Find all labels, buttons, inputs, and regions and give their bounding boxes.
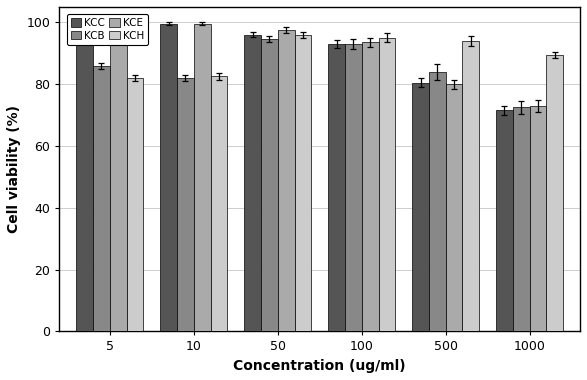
Bar <box>76 24 93 331</box>
Bar <box>110 24 127 331</box>
Bar <box>446 84 463 331</box>
Legend: KCC, KCB, KCE, KCH: KCC, KCB, KCE, KCH <box>67 14 149 45</box>
Bar <box>278 30 295 331</box>
Bar <box>429 72 446 331</box>
Bar <box>211 76 227 331</box>
Bar <box>295 35 311 331</box>
Bar <box>362 43 379 331</box>
Bar <box>513 108 529 331</box>
Y-axis label: Cell viability (%): Cell viability (%) <box>7 105 21 233</box>
Bar <box>177 78 194 331</box>
X-axis label: Concentration (ug/ml): Concentration (ug/ml) <box>234 359 406 373</box>
Bar <box>546 55 564 331</box>
Bar <box>244 35 261 331</box>
Bar <box>328 44 345 331</box>
Bar <box>93 66 110 331</box>
Bar <box>127 78 143 331</box>
Bar <box>261 40 278 331</box>
Bar <box>463 41 479 331</box>
Bar <box>496 111 513 331</box>
Bar <box>160 24 177 331</box>
Bar <box>379 38 395 331</box>
Bar <box>529 106 546 331</box>
Bar <box>345 44 362 331</box>
Bar <box>412 83 429 331</box>
Bar <box>194 24 211 331</box>
